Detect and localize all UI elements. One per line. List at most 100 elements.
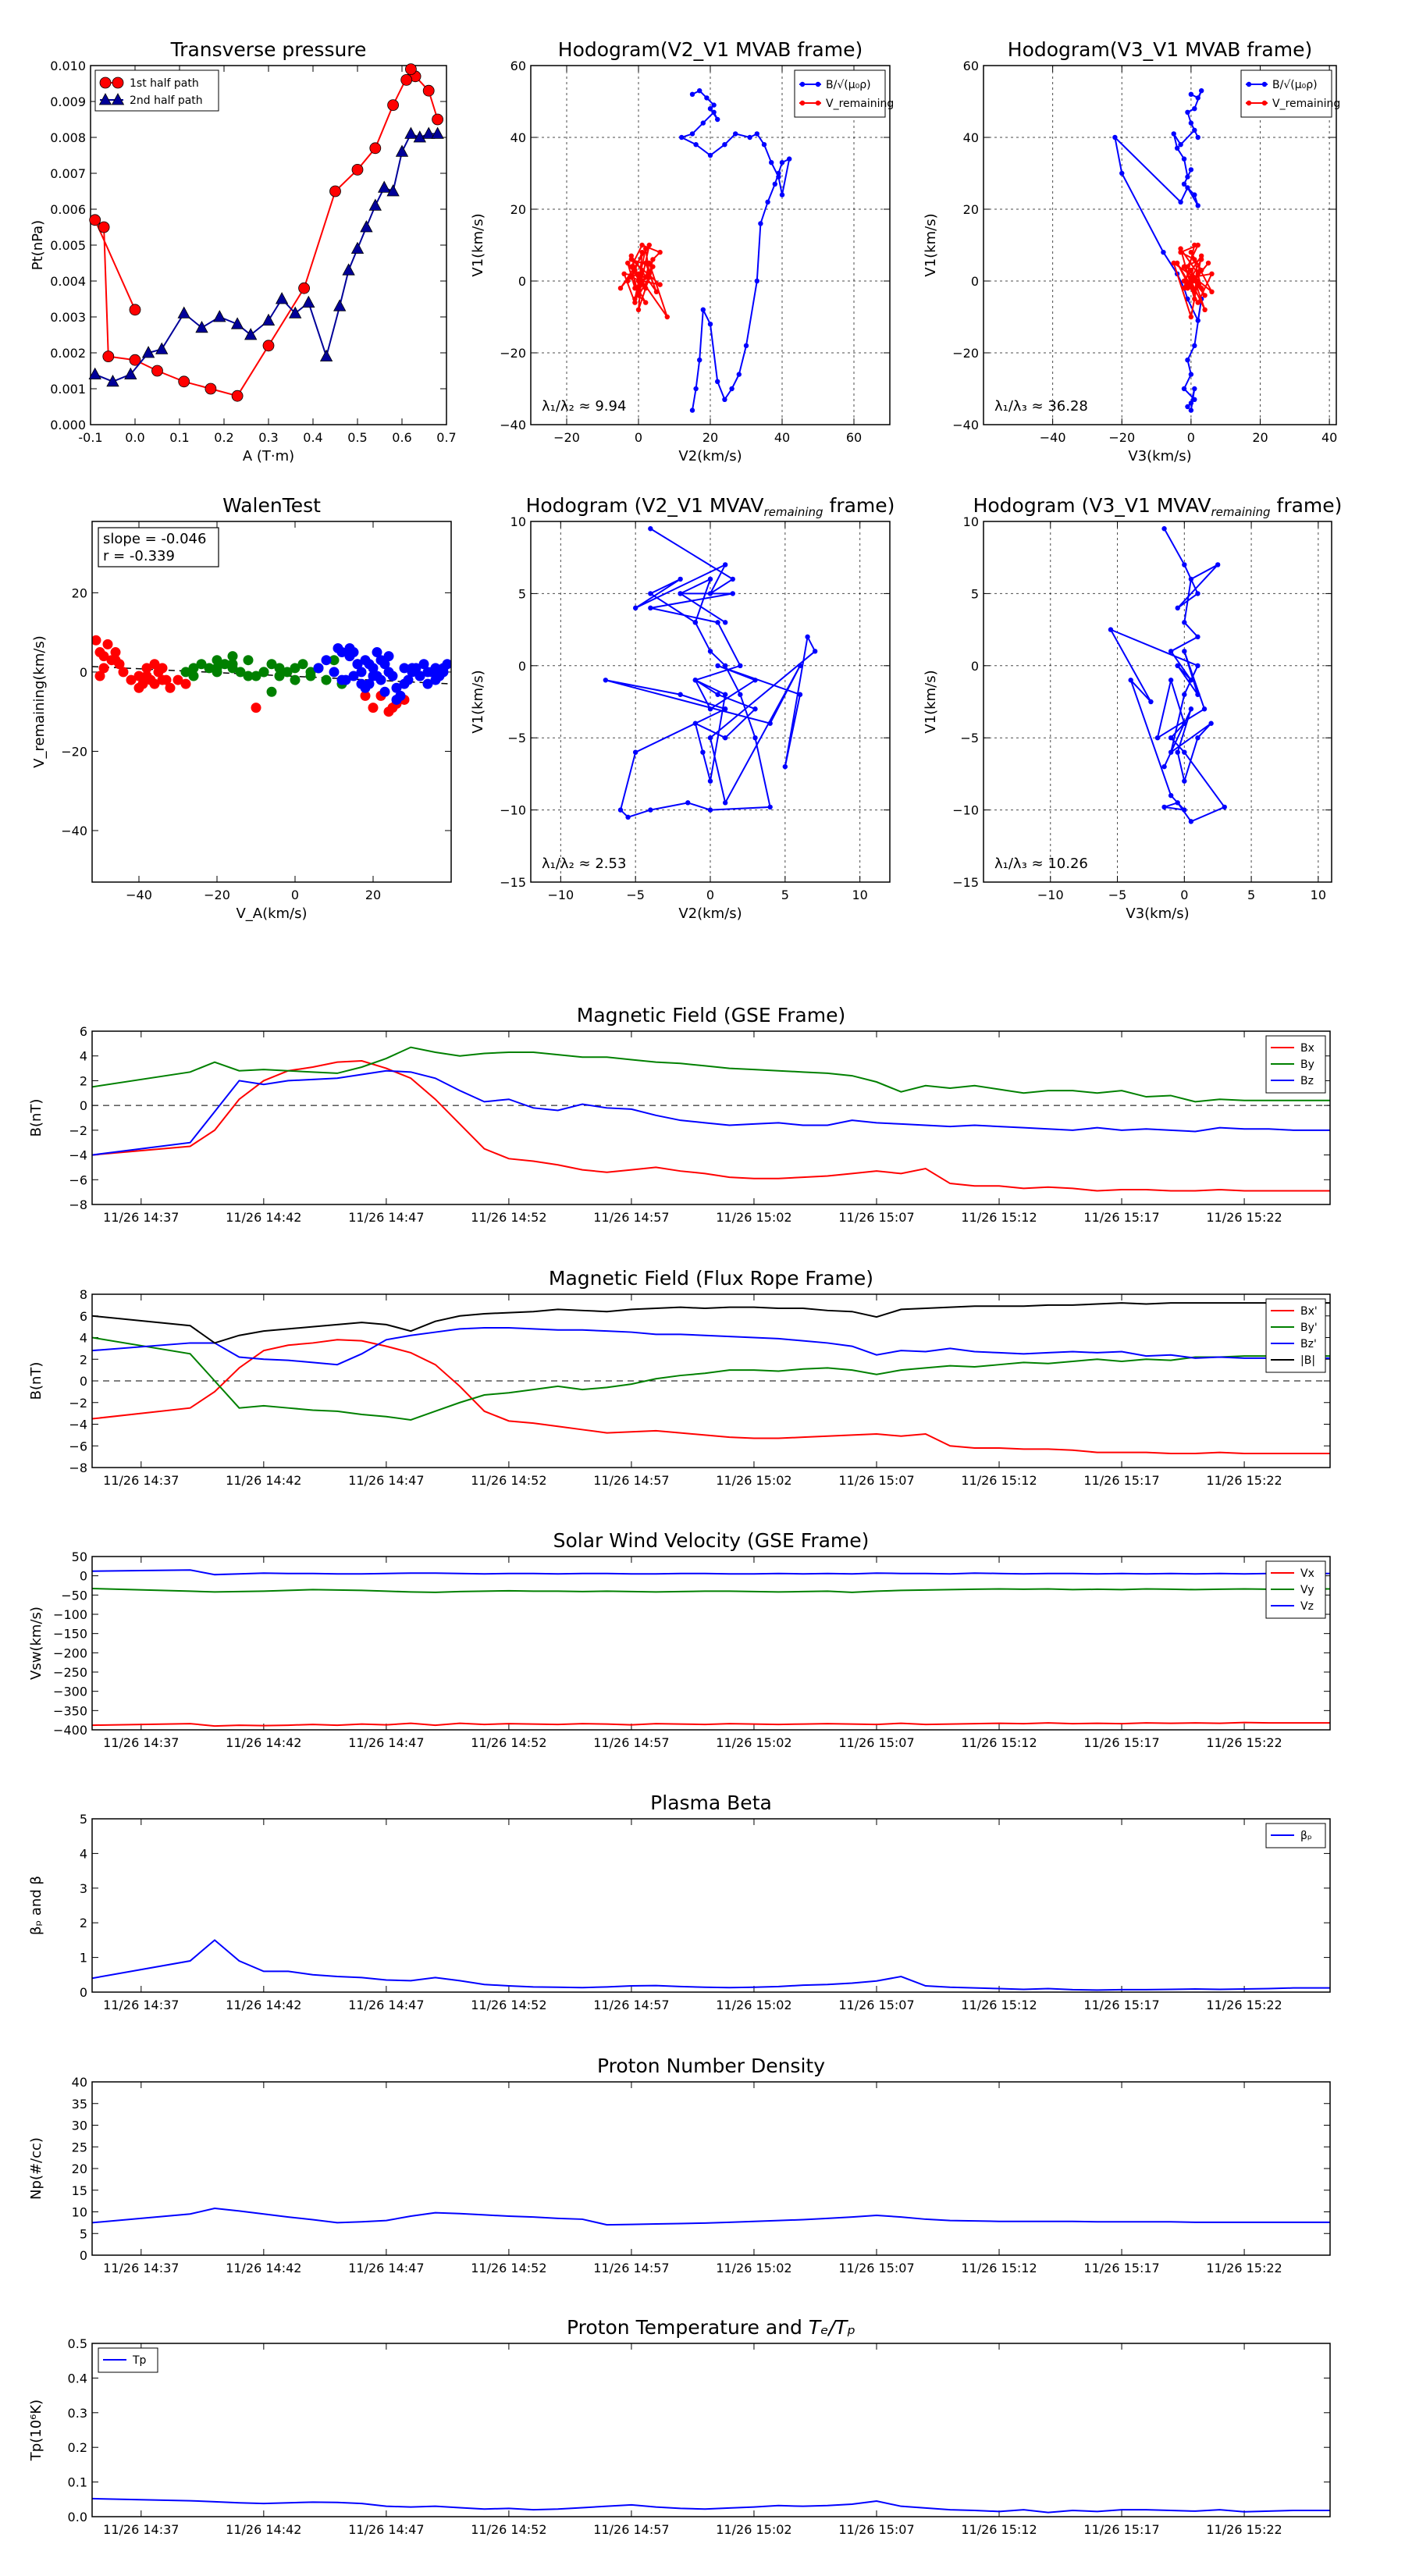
- data-point: [689, 407, 695, 413]
- data-point: [305, 667, 316, 678]
- x-tick-label: 11/26 14:47: [348, 2261, 424, 2275]
- data-point: [350, 241, 365, 254]
- data-point: [769, 160, 774, 165]
- data-point: [1198, 88, 1204, 94]
- y-tick-label: −40: [61, 824, 87, 838]
- data-point: [767, 804, 773, 810]
- x-axis-label: A (T·m): [243, 448, 294, 464]
- data-point: [1192, 386, 1197, 392]
- y-axis-label: V1(km/s): [923, 213, 939, 276]
- series-line-1: [92, 1339, 1330, 1454]
- x-tick-label: 0: [635, 430, 642, 445]
- data-point: [1185, 282, 1190, 287]
- data-point: [1209, 289, 1215, 294]
- data-point: [1192, 242, 1197, 248]
- data-point: [625, 814, 631, 820]
- data-point: [1185, 185, 1190, 190]
- data-point: [212, 655, 222, 666]
- data-point: [1168, 678, 1174, 683]
- data-point: [632, 296, 638, 302]
- y-tick-label: 0: [518, 659, 526, 674]
- y-tick-label: −5: [960, 731, 979, 745]
- x-tick-label: 11/26 14:57: [593, 1998, 669, 2012]
- legend: B/√(μ₀ρ) V_remaining: [794, 69, 894, 118]
- data-point: [617, 807, 624, 813]
- data-point: [754, 131, 759, 137]
- data-point: [765, 199, 770, 205]
- x-tick-label: 11/26 15:12: [961, 1998, 1037, 2012]
- legend-label: 1st half path: [130, 77, 199, 90]
- series-line-1: [92, 1060, 1330, 1192]
- data-point: [1185, 264, 1190, 269]
- data-point: [106, 374, 119, 387]
- data-point: [1195, 634, 1200, 640]
- series-line-3: [92, 1069, 1330, 1156]
- data-point: [368, 198, 382, 211]
- data-point: [752, 678, 758, 683]
- data-point: [360, 690, 371, 701]
- chart-title: Magnetic Field (GSE Frame): [577, 1004, 845, 1026]
- data-point: [693, 386, 699, 392]
- data-point: [1181, 278, 1187, 284]
- data-point: [141, 346, 155, 358]
- data-point: [1198, 286, 1204, 291]
- data-point: [621, 271, 627, 276]
- data-point: [149, 659, 160, 670]
- data-point: [1182, 807, 1187, 813]
- data-point: [707, 106, 713, 112]
- y-tick-label: −20: [952, 346, 979, 361]
- chart-title-subscript: remaining: [1211, 505, 1271, 519]
- y-axis-label: βₚ and β: [28, 1876, 44, 1935]
- x-tick-label: 11/26 15:17: [1083, 1473, 1159, 1488]
- data-point: [98, 651, 109, 662]
- chart-title: Magnetic Field (Flux Rope Frame): [549, 1267, 873, 1290]
- y-tick-label: 0.003: [50, 310, 86, 325]
- data-point: [1185, 174, 1190, 180]
- legend-marker: [99, 76, 112, 89]
- data-point: [700, 307, 706, 312]
- x-tick-label: −40: [126, 888, 152, 902]
- y-tick-label: −200: [53, 1646, 87, 1660]
- data-point: [251, 671, 261, 681]
- data-point: [302, 295, 315, 308]
- y-tick-label: −100: [53, 1607, 87, 1622]
- data-point: [404, 126, 418, 139]
- data-point: [632, 749, 638, 755]
- chart-title: Hodogram(V2_V1 MVAB frame): [558, 38, 863, 61]
- data-point: [685, 800, 691, 806]
- x-tick-label: 11/26 15:22: [1206, 1473, 1282, 1488]
- data-point: [736, 372, 742, 377]
- data-point: [782, 763, 788, 770]
- data-point: [1195, 271, 1200, 276]
- data-point: [297, 659, 308, 670]
- data-point: [333, 299, 347, 311]
- data-point: [188, 663, 199, 674]
- axes-frame: [91, 521, 452, 883]
- data-point: [204, 663, 215, 674]
- x-tick-label: 0.4: [303, 430, 322, 445]
- data-point: [693, 142, 699, 148]
- x-tick-label: 11/26 15:12: [961, 1210, 1037, 1225]
- x-tick-label: 0.6: [392, 430, 411, 445]
- data-point: [1168, 749, 1174, 755]
- data-point: [648, 591, 653, 596]
- data-point: [722, 397, 727, 402]
- x-tick-label: 0: [1180, 888, 1188, 902]
- data-point: [715, 692, 720, 697]
- data-point: [628, 257, 634, 262]
- y-tick-label: 5: [971, 586, 979, 601]
- data-point: [1161, 250, 1166, 255]
- x-tick-label: 10: [1311, 888, 1326, 902]
- data-point: [722, 735, 728, 741]
- y-tick-label: −15: [500, 875, 526, 890]
- data-point: [151, 365, 163, 377]
- data-point: [188, 671, 199, 681]
- x-tick-label: 11/26 14:52: [471, 1998, 546, 2012]
- y-tick-label: −6: [69, 1172, 87, 1187]
- data-point: [617, 286, 624, 291]
- data-point: [102, 350, 115, 363]
- data-point: [378, 180, 391, 193]
- data-point: [743, 343, 749, 348]
- y-tick-label: −150: [53, 1627, 87, 1642]
- legend-marker: [112, 76, 124, 89]
